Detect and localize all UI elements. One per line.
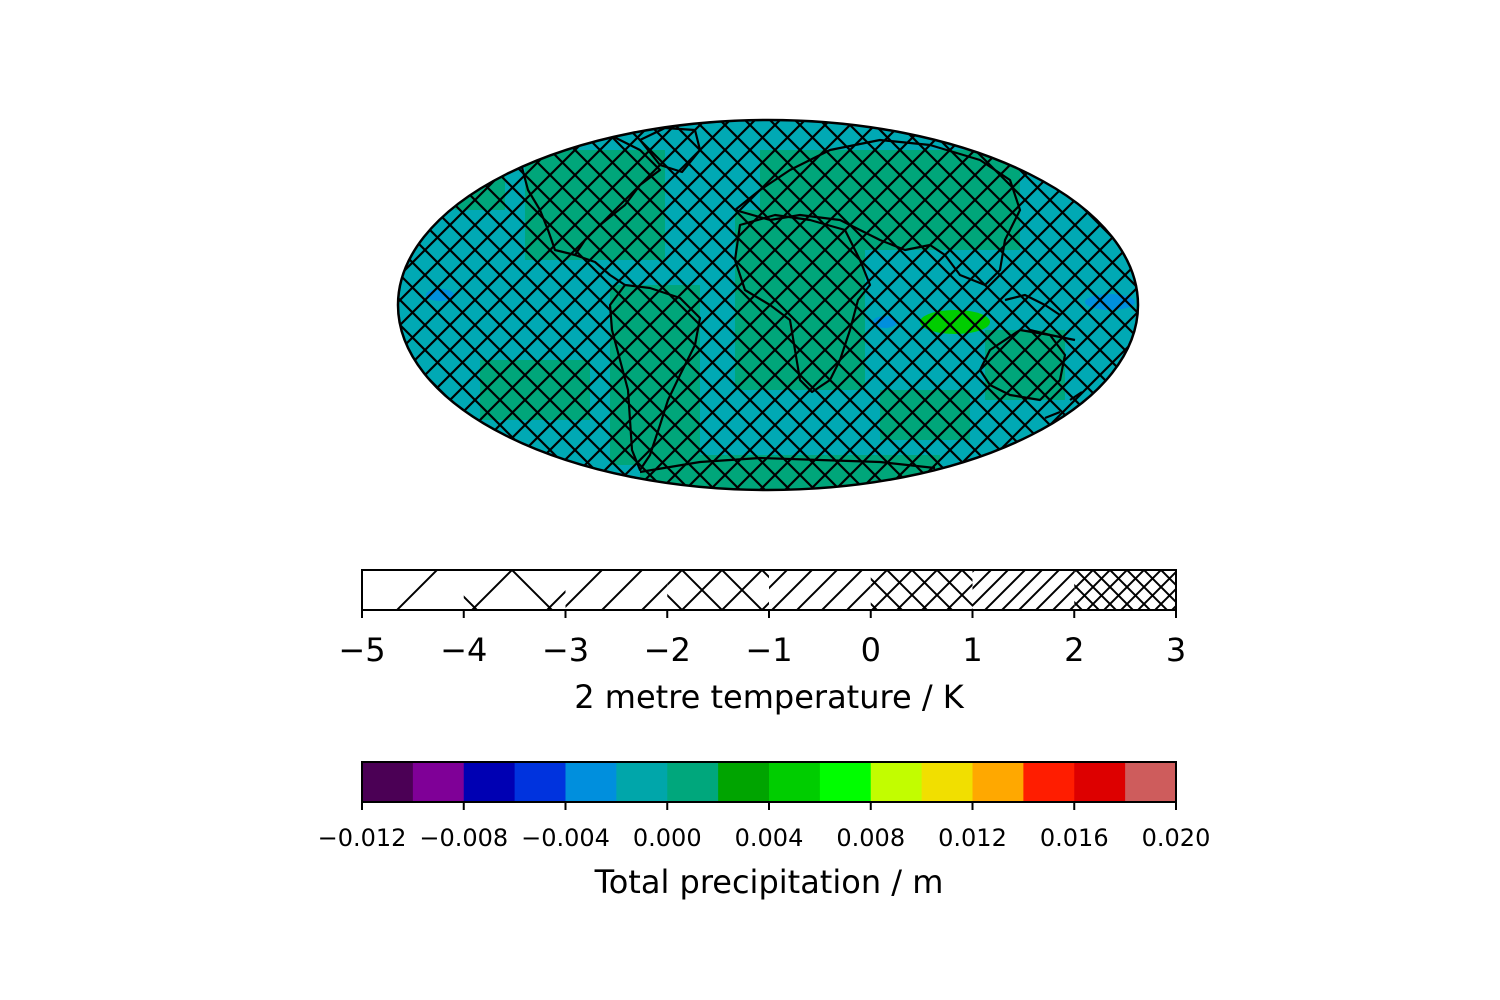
temperature-colorbar-label: 2 metre temperature / K [574,678,965,716]
temperature-band [870,570,973,610]
temperature-band [565,570,668,610]
precipitation-band [972,762,1024,802]
temperature-band [463,570,566,610]
precipitation-band [362,762,414,802]
map-hatch-overlay [398,120,1138,490]
precipitation-tick-label: −0.004 [521,824,610,852]
precipitation-tick-label: 0.008 [836,824,905,852]
precipitation-band [412,762,465,802]
globe-outline [396,118,1140,492]
temperature-tick-label: 2 [1064,631,1084,669]
precipitation-tick-label: 0.004 [735,824,804,852]
temperature-band [972,570,1075,610]
temperature-band [667,570,769,610]
temperature-tick-label: −4 [440,631,487,669]
temperature-band [1074,570,1176,610]
precipitation-band [921,762,973,802]
precipitation-band [514,762,566,802]
precipitation-colorbar: −0.012 −0.008 −0.004 0.000 0.004 0.008 0.012 0.… [318,761,1211,901]
temperature-tick-label: −1 [745,631,792,669]
precipitation-colorbar-label: Total precipitation / m [594,863,944,901]
precipitation-band [819,762,872,802]
precipitation-tick-label: 0.000 [633,824,702,852]
precipitation-band [718,762,770,802]
precipitation-band [870,762,923,802]
precipitation-band [1125,762,1177,802]
precipitation-band [1023,762,1075,802]
temperature-tick-label: −3 [542,631,589,669]
temperature-tick-label: −5 [338,631,385,669]
precipitation-band [769,762,821,802]
precipitation-band [463,762,516,802]
precipitation-band [667,762,719,802]
temperature-tick-label: −2 [644,631,691,669]
world-map [396,118,1140,492]
precipitation-tick-label: 0.012 [938,824,1007,852]
precipitation-band [1074,762,1126,802]
precipitation-band [616,762,668,802]
precipitation-tick-label: 0.020 [1142,824,1211,852]
precipitation-band [565,762,617,802]
temperature-tick-label: 1 [962,631,982,669]
temperature-colorbar: −5 −4 −3 −2 −1 0 1 2 3 2 metre temperature / K [338,569,1186,716]
temperature-band [362,570,464,610]
precipitation-tick-label: −0.012 [318,824,407,852]
precipitation-tick-label: −0.008 [419,824,508,852]
precipitation-tick-label: 0.016 [1040,824,1109,852]
temperature-band [769,570,871,610]
temperature-tick-label: 3 [1166,631,1186,669]
temperature-tick-label: 0 [861,631,881,669]
